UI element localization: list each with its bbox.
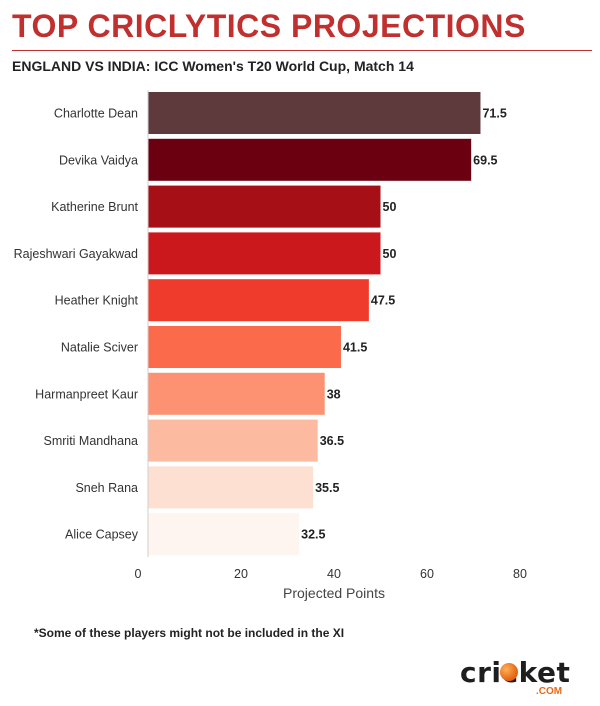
category-label: Harmanpreet Kaur [35, 387, 138, 401]
x-axis: 0 20 40 60 80 Projected Points [135, 90, 527, 601]
title-divider [12, 50, 592, 51]
category-label: Devika Vaidya [59, 153, 138, 167]
data-label: 50 [383, 200, 397, 214]
data-label: 71.5 [482, 107, 506, 121]
bars-layer [148, 92, 481, 556]
data-label: 38 [327, 387, 341, 401]
bar [148, 92, 481, 134]
footnote: *Some of these players might not be incl… [34, 626, 345, 640]
bar [148, 372, 325, 415]
category-label: Sneh Rana [75, 481, 138, 495]
bar [148, 326, 341, 368]
bar [148, 232, 381, 275]
chart-subtitle: ENGLAND VS INDIA: ICC Women's T20 World … [12, 58, 414, 74]
category-label: Rajeshwari Gayakwad [14, 247, 138, 261]
data-label: 47.5 [371, 294, 395, 308]
x-tick-label: 80 [513, 567, 527, 581]
category-label: Smriti Mandhana [44, 434, 139, 448]
bar [148, 185, 381, 228]
data-label: 69.5 [473, 153, 497, 167]
cricket-com-logo[interactable]: cricket .COM [460, 656, 580, 697]
bar [148, 279, 369, 322]
category-label: Katherine Brunt [51, 200, 138, 214]
x-axis-title: Projected Points [283, 585, 385, 601]
page-title: TOP CRICLYTICS PROJECTIONS [12, 8, 526, 44]
cricket-ball-icon [500, 663, 518, 681]
data-label: 32.5 [301, 528, 325, 542]
bar-chart: Charlotte Dean 71.5 Devika Vaidya 69.5 Kathe… [14, 90, 527, 601]
data-label: 35.5 [315, 481, 339, 495]
category-label: Alice Capsey [65, 528, 139, 542]
x-tick-label: 60 [420, 567, 434, 581]
data-label: 41.5 [343, 341, 367, 355]
category-label: Natalie Sciver [61, 341, 138, 355]
bar [148, 466, 314, 509]
data-label: 50 [383, 247, 397, 261]
logo-suffix: .COM [536, 686, 563, 697]
category-label: Charlotte Dean [54, 107, 138, 121]
x-tick-label: 0 [135, 567, 142, 581]
x-tick-label: 20 [234, 567, 248, 581]
data-label: 36.5 [320, 434, 344, 448]
bar [148, 419, 318, 462]
bar [148, 138, 472, 181]
category-label: Heather Knight [55, 294, 139, 308]
bar [148, 513, 300, 556]
labels-layer: Charlotte Dean 71.5 Devika Vaidya 69.5 Kathe… [14, 107, 507, 542]
x-tick-label: 40 [327, 567, 341, 581]
